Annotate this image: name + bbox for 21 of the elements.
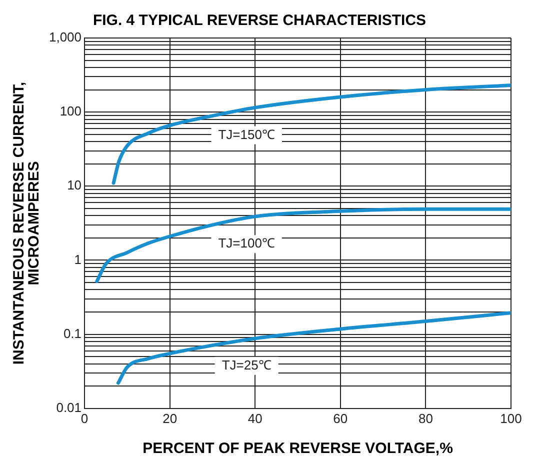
- y-axis-title: INSTANTANEOUS REVERSE CURRENT, MICROAMPERES: [10, 82, 43, 365]
- x-tick-label: 80: [418, 410, 433, 426]
- y-tick-label: 0.1: [63, 326, 82, 341]
- y-tick-label: 100: [60, 104, 82, 119]
- chart-title: FIG. 4 TYPICAL REVERSE CHARACTERISTICS: [92, 12, 426, 30]
- series-label: TJ=25℃: [222, 357, 272, 372]
- x-tick-label: 40: [248, 410, 262, 426]
- x-tick-label: 100: [500, 410, 522, 426]
- y-tick-label: 0.01: [56, 400, 82, 415]
- series-label: TJ=150℃: [218, 126, 275, 142]
- y-tick-label: 1: [74, 252, 82, 267]
- y-tick-label: 10: [67, 178, 82, 193]
- line-series: [95, 207, 511, 284]
- x-tick-label: 60: [333, 410, 348, 426]
- series-label: TJ=100℃: [218, 236, 275, 251]
- x-tick-label: 0: [80, 410, 88, 426]
- line-series: [112, 84, 511, 185]
- line-series: [116, 311, 511, 385]
- y-tick-label: 1,000: [48, 30, 82, 45]
- x-tick-label: 20: [162, 410, 178, 426]
- x-axis-title: PERCENT OF PEAK REVERSE VOLTAGE,%: [142, 440, 453, 458]
